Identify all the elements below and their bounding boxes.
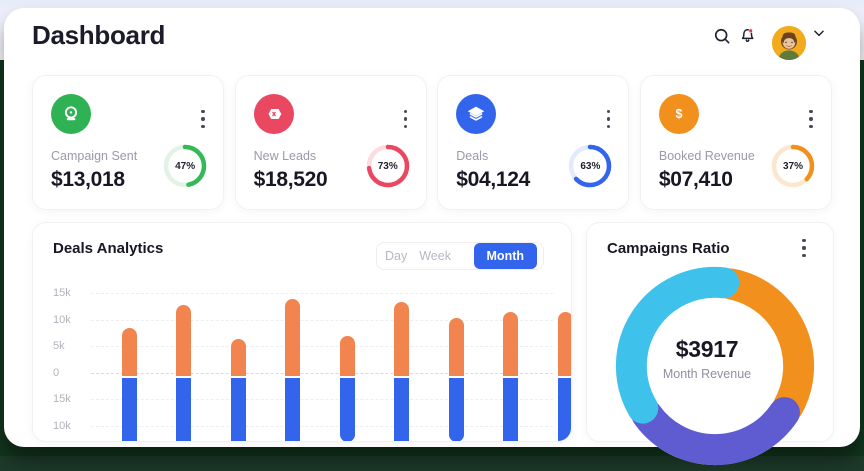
svg-text:$: $	[675, 107, 682, 121]
